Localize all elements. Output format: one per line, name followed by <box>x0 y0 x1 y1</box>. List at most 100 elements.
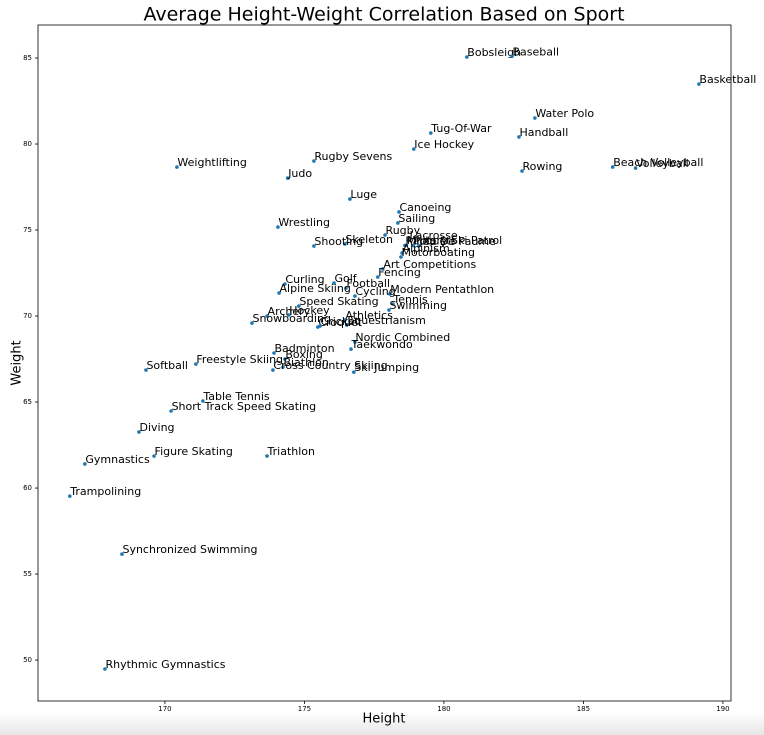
point <box>144 368 148 372</box>
point-label: Golf <box>335 272 358 285</box>
point <box>533 116 537 120</box>
y-tick-label: 55 <box>23 570 32 578</box>
point-label: Nordic Combined <box>355 331 450 344</box>
point-label: Luge <box>350 188 377 201</box>
point <box>194 362 198 366</box>
y-tick-label: 70 <box>23 312 32 320</box>
point-label: Football <box>347 277 391 290</box>
point <box>265 314 269 318</box>
point <box>391 302 395 306</box>
point-label: Athletics <box>345 309 393 322</box>
point <box>348 197 352 201</box>
point <box>332 281 336 285</box>
point <box>417 244 421 248</box>
point-label: Cross Country Skiing <box>273 359 387 372</box>
point <box>265 454 269 458</box>
point-label: Gymnastics <box>85 453 150 466</box>
point-label: Boxing <box>285 348 322 361</box>
point-label: Judo <box>287 167 312 180</box>
point <box>517 135 521 139</box>
point-label: Table Tennis <box>202 390 270 403</box>
point <box>137 430 141 434</box>
point-label: Archery <box>268 305 311 318</box>
point <box>285 176 290 180</box>
point <box>376 275 380 279</box>
point-label: Wrestling <box>278 216 330 229</box>
point <box>312 244 316 248</box>
point <box>83 462 87 466</box>
point-label: Trampolining <box>69 485 141 498</box>
point <box>120 552 124 556</box>
point-label: Canoeing <box>400 201 452 214</box>
point-label: Badminton <box>275 342 335 355</box>
point-label: Cricket <box>321 315 360 328</box>
point <box>697 82 701 86</box>
point-label: Skeleton <box>345 233 393 246</box>
point-label: Ice Hockey <box>414 138 474 151</box>
y-tick-label: 75 <box>23 226 32 234</box>
point <box>276 225 280 229</box>
point <box>343 242 347 246</box>
point <box>287 313 291 317</box>
point <box>68 494 72 498</box>
point <box>344 286 348 290</box>
point <box>633 166 638 170</box>
point-label: Jeu De Paume <box>418 235 496 248</box>
bottom-fade <box>0 712 764 735</box>
point <box>520 169 524 173</box>
point-label: Freestyle Skiing <box>196 353 283 366</box>
point-label: Alpine Skiing <box>280 282 351 295</box>
point-label: Bobsleigh <box>467 46 521 59</box>
point-label: Triathlon <box>267 445 315 458</box>
y-tick-label: 50 <box>23 656 32 664</box>
point <box>352 370 356 374</box>
point-label: Synchronized Swimming <box>122 543 257 556</box>
point-label: Rowing <box>523 160 563 173</box>
point-label: Handball <box>519 126 568 139</box>
point <box>411 147 416 151</box>
point <box>396 221 400 225</box>
point-label: Biathlon <box>283 356 328 369</box>
point-label: Weightlifting <box>177 156 246 169</box>
point <box>345 323 349 327</box>
point <box>283 357 287 361</box>
point-label: Water Polo <box>535 107 594 120</box>
point-label: Sailing <box>398 212 435 225</box>
point <box>397 210 401 214</box>
point-label: Cycling <box>355 285 395 298</box>
point-label: Baseball <box>512 45 559 58</box>
point <box>400 251 404 255</box>
point-label: Figure Skating <box>155 445 233 458</box>
point-label: Basketball <box>699 73 756 86</box>
point-label: Taekwondo <box>351 338 413 351</box>
point <box>152 454 156 458</box>
point <box>169 409 173 413</box>
plot-frame <box>37 24 732 702</box>
point-label: Diving <box>139 421 174 434</box>
point-label: Motorboating <box>401 246 475 259</box>
point <box>407 238 411 242</box>
point-label: Softball <box>146 359 188 372</box>
point-label: Shooting <box>314 235 363 248</box>
point <box>312 159 316 163</box>
point <box>318 324 322 328</box>
point <box>381 267 385 271</box>
y-tick-label: 65 <box>23 398 32 406</box>
point-label: Rhythmic Gymnastics <box>105 658 225 671</box>
point-label: Beach Volleyball <box>613 156 703 169</box>
point-label: Lacrosse <box>410 229 458 242</box>
point <box>411 243 416 248</box>
x-tick-label: 185 <box>577 705 590 713</box>
y-tick-label: 85 <box>23 54 32 62</box>
point-label: Hockey <box>289 304 330 317</box>
point <box>281 365 285 369</box>
y-axis-label: Weight <box>10 340 25 385</box>
y-tick-label: 60 <box>23 484 32 492</box>
point-label: Volleyball <box>636 157 689 170</box>
point <box>175 165 179 169</box>
point <box>429 131 433 135</box>
point <box>510 54 514 59</box>
point-label: Art Competitions <box>383 258 476 271</box>
